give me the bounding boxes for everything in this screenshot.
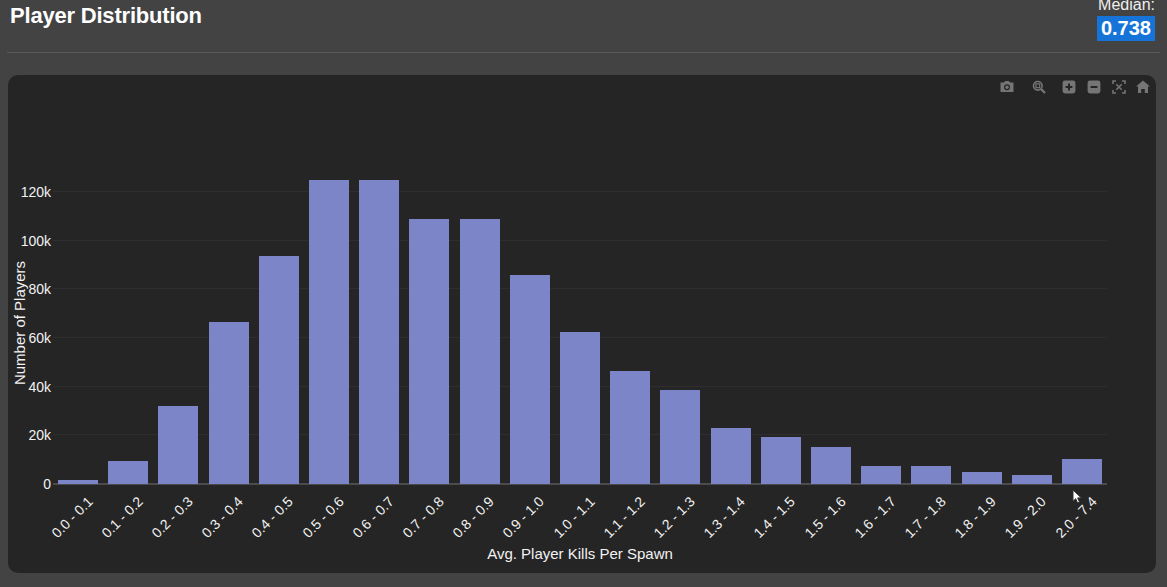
y-tick-label: 120k	[21, 185, 51, 199]
page: { "page": { "title": "Player Distributio…	[0, 0, 1167, 587]
histogram-bar[interactable]	[309, 180, 349, 484]
histogram-bar[interactable]	[560, 332, 600, 484]
x-axis-title: Avg. Player Kills Per Spawn	[487, 545, 673, 562]
y-tick-label: 40k	[28, 380, 51, 394]
autoscale-button[interactable]	[1110, 78, 1128, 96]
y-tick-label: 60k	[28, 331, 51, 345]
home-icon	[1134, 78, 1152, 96]
page-title: Player Distribution	[10, 3, 202, 29]
histogram-bar[interactable]	[359, 180, 399, 484]
histogram-bar[interactable]	[962, 472, 1002, 484]
y-gridline	[53, 240, 1107, 241]
histogram-bar[interactable]	[660, 390, 700, 484]
magnifier-icon	[1030, 78, 1048, 96]
histogram-bar[interactable]	[58, 480, 98, 484]
zoom-in-button[interactable]	[1060, 78, 1078, 96]
median-label: Median:	[1098, 0, 1155, 14]
mouse-cursor	[1072, 489, 1083, 505]
expand-icon	[1110, 78, 1128, 96]
histogram-bar[interactable]	[811, 447, 851, 484]
y-axis-title: Number of Players	[11, 261, 28, 385]
histogram-bar[interactable]	[861, 466, 901, 484]
histogram-bar[interactable]	[259, 256, 299, 484]
y-tick-label: 0	[43, 477, 51, 491]
histogram-plot: Avg. Player Kills Per Spawn Number of Pl…	[53, 135, 1107, 484]
histogram-bar[interactable]	[761, 437, 801, 484]
histogram-bar[interactable]	[209, 322, 249, 484]
histogram-bar[interactable]	[610, 371, 650, 484]
histogram-bar[interactable]	[108, 461, 148, 484]
y-tick-label: 80k	[28, 282, 51, 296]
download-plot-button[interactable]	[998, 78, 1016, 96]
histogram-bar[interactable]	[1062, 459, 1102, 484]
y-gridline	[53, 288, 1107, 289]
histogram-bar[interactable]	[158, 406, 198, 484]
chart-panel: Avg. Player Kills Per Spawn Number of Pl…	[8, 75, 1156, 573]
reset-axes-button[interactable]	[1134, 78, 1152, 96]
header-divider	[7, 52, 1160, 53]
y-tick-label: 100k	[21, 234, 51, 248]
histogram-bar[interactable]	[711, 428, 751, 484]
minus-box-icon	[1085, 78, 1103, 96]
histogram-bar[interactable]	[460, 219, 500, 484]
camera-icon	[998, 78, 1016, 96]
histogram-bar[interactable]	[510, 275, 550, 484]
histogram-bar[interactable]	[1012, 475, 1052, 484]
chart-toolbar	[998, 78, 1152, 96]
histogram-bar[interactable]	[409, 219, 449, 484]
y-tick-label: 20k	[28, 428, 51, 442]
zoom-button[interactable]	[1030, 78, 1048, 96]
histogram-bar[interactable]	[911, 466, 951, 484]
plus-box-icon	[1060, 78, 1078, 96]
zoom-out-button[interactable]	[1085, 78, 1103, 96]
y-gridline	[53, 191, 1107, 192]
median-value: 0.738	[1097, 16, 1155, 41]
